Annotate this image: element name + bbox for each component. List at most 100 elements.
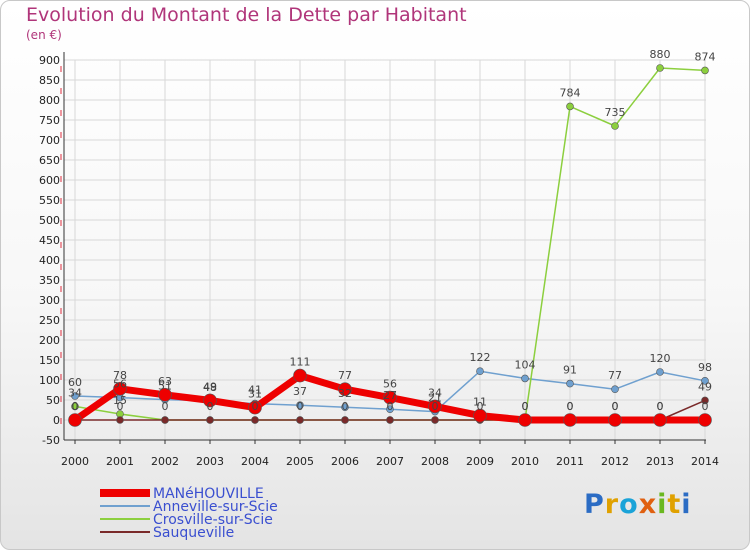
data-label: 104 — [515, 358, 536, 371]
chart-unit: (en €) — [26, 28, 62, 42]
data-label: 0 — [162, 400, 169, 413]
data-label: 0 — [657, 400, 664, 413]
data-label: 0 — [207, 400, 214, 413]
y-tick-label: 800 — [39, 94, 60, 107]
data-label: 98 — [698, 361, 712, 374]
data-label: 48 — [203, 381, 217, 394]
y-tick-label: 700 — [39, 134, 60, 147]
y-tick-label: -50 — [42, 434, 60, 447]
data-point — [428, 399, 442, 414]
data-label: 0 — [342, 400, 349, 413]
data-point — [386, 405, 394, 414]
data-label: 0 — [657, 400, 664, 413]
data-label: 77 — [338, 369, 352, 382]
data-point — [293, 368, 307, 383]
data-label: 120 — [650, 352, 671, 365]
data-label: 27 — [383, 389, 397, 402]
data-label: 37 — [293, 385, 307, 398]
data-point — [296, 401, 304, 410]
data-point — [566, 102, 574, 111]
data-label: 56 — [113, 378, 127, 391]
logo-letter: t — [667, 489, 682, 520]
data-point — [71, 392, 79, 400]
data-label: 0 — [612, 400, 619, 413]
data-point — [206, 416, 214, 424]
data-label: 49 — [698, 380, 712, 393]
logo-letter: i — [681, 489, 692, 520]
logo-letter: x — [638, 489, 658, 520]
y-tick-label: 750 — [39, 114, 60, 127]
y-tick-label: 250 — [39, 314, 60, 327]
y-tick-label: 500 — [39, 214, 60, 227]
y-tick-label: 550 — [39, 194, 60, 207]
data-label: 21 — [428, 392, 442, 405]
data-label: 0 — [432, 400, 439, 413]
legend-label: MANéHOUVILLE — [153, 486, 264, 502]
y-tick-label: 650 — [39, 154, 60, 167]
data-label: 11 — [473, 396, 487, 409]
x-tick-label: 2002 — [151, 455, 179, 468]
data-label: 15 — [113, 394, 127, 407]
x-tick-label: 2008 — [421, 455, 449, 468]
x-tick-label: 2009 — [466, 455, 494, 468]
data-point — [566, 379, 574, 388]
legend-label: Sauqueville — [153, 525, 234, 541]
data-label: 880 — [650, 48, 671, 61]
y-tick-label: 400 — [39, 254, 60, 267]
data-label: 91 — [563, 364, 577, 377]
data-label: 60 — [68, 376, 82, 389]
data-point — [656, 64, 664, 72]
logo-letter: i — [657, 489, 668, 520]
chart-axes: -500501001502002503003504004505005506006… — [39, 52, 719, 468]
data-label: 0 — [522, 400, 529, 413]
y-tick-label: 900 — [39, 54, 60, 67]
data-point — [116, 416, 124, 424]
data-label: 0 — [297, 400, 304, 413]
data-point — [653, 413, 667, 427]
data-label: 56 — [383, 378, 397, 391]
data-point — [341, 416, 349, 424]
x-tick-label: 2012 — [601, 455, 629, 468]
data-point — [203, 393, 217, 408]
data-point — [68, 413, 82, 427]
data-label: 0 — [72, 400, 79, 413]
data-point — [251, 416, 259, 424]
data-point — [296, 416, 304, 424]
data-point — [611, 385, 619, 394]
legend-label: Crosville-sur-Scie — [153, 512, 273, 528]
data-point — [386, 416, 394, 424]
data-label: 874 — [695, 50, 716, 63]
y-tick-label: 850 — [39, 74, 60, 87]
data-point — [698, 413, 712, 427]
data-label: 34 — [68, 386, 82, 399]
data-point — [521, 374, 529, 383]
data-label: 0 — [612, 400, 619, 413]
y-tick-label: 600 — [39, 174, 60, 187]
data-label: 735 — [605, 106, 626, 119]
data-label: 77 — [608, 369, 622, 382]
data-label: 784 — [560, 86, 581, 99]
y-tick-label: 150 — [39, 354, 60, 367]
x-tick-label: 2004 — [241, 455, 269, 468]
data-point — [248, 400, 262, 415]
data-point — [611, 122, 619, 130]
data-label: 49 — [203, 380, 217, 393]
data-point — [341, 403, 349, 412]
chart-grid — [64, 59, 706, 441]
data-point — [656, 368, 664, 376]
data-label: 41 — [248, 384, 262, 397]
data-label: 0 — [522, 400, 529, 413]
x-tick-label: 2005 — [286, 455, 314, 468]
y-tick-label: 0 — [53, 414, 60, 427]
data-point — [113, 381, 127, 396]
data-point — [431, 416, 439, 424]
x-tick-label: 2014 — [691, 455, 719, 468]
data-label: 0 — [72, 400, 79, 413]
data-label: 0 — [477, 400, 484, 413]
data-label: 0 — [702, 400, 709, 413]
data-label: 0 — [567, 400, 574, 413]
x-tick-label: 2003 — [196, 455, 224, 468]
